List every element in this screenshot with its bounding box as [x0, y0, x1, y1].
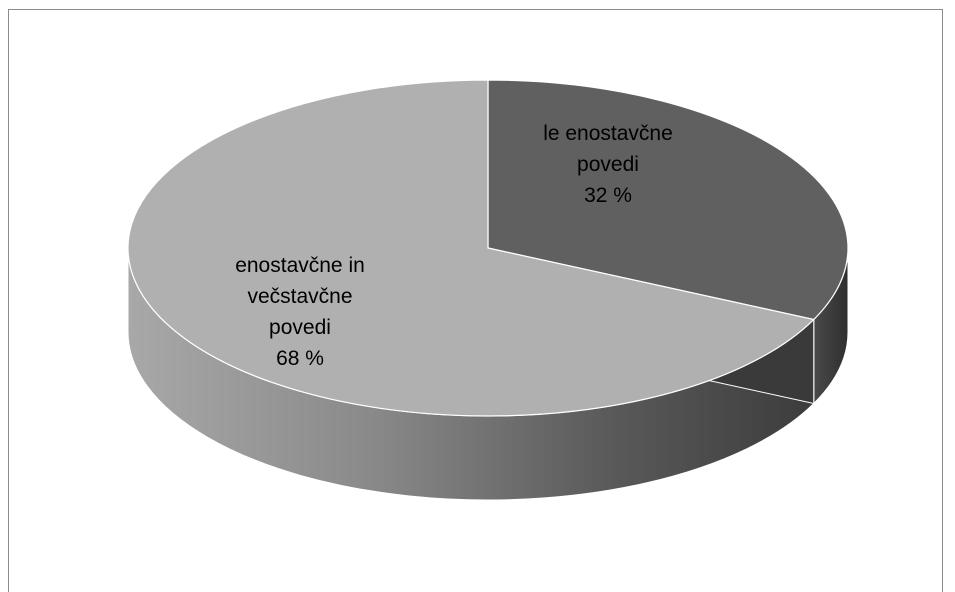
- slice-label-line: večstavčne: [247, 285, 352, 308]
- slice-label-2: enostavčne in večstavčne povedi 68 %: [235, 254, 365, 370]
- pie-slice-2: [127, 79, 815, 417]
- slice-label-line: enostavčne in: [235, 254, 365, 277]
- pie-slice-1: [487, 79, 849, 321]
- slice-label-line: 32 %: [584, 184, 632, 207]
- slice-label-1: le enostavčne povedi 32 %: [543, 122, 673, 207]
- slice-label-line: 68 %: [276, 347, 324, 370]
- slice-label-line: povedi: [269, 316, 331, 339]
- slice-label-line: le enostavčne: [543, 122, 673, 145]
- slice-label-line: povedi: [577, 153, 639, 176]
